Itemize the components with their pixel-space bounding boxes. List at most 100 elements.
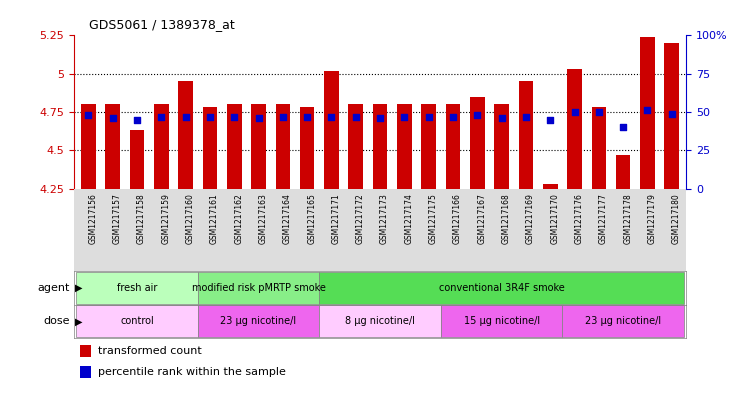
Text: GSM1217166: GSM1217166: [453, 193, 462, 244]
Point: [666, 110, 677, 117]
Text: GSM1217168: GSM1217168: [502, 193, 511, 244]
Text: GSM1217178: GSM1217178: [623, 193, 632, 244]
Text: GSM1217161: GSM1217161: [210, 193, 219, 244]
Text: 23 μg nicotine/l: 23 μg nicotine/l: [585, 316, 661, 326]
Point: [107, 115, 119, 121]
Bar: [441, 305, 562, 337]
Text: control: control: [120, 316, 154, 326]
Text: ▶: ▶: [75, 283, 83, 293]
Text: GSM1217175: GSM1217175: [429, 193, 438, 244]
Text: GSM1217180: GSM1217180: [672, 193, 680, 244]
Bar: [203, 107, 217, 189]
Bar: [664, 43, 679, 189]
Point: [301, 114, 313, 120]
Text: ▶: ▶: [75, 316, 83, 326]
Bar: [470, 97, 485, 189]
Bar: [76, 305, 198, 337]
Point: [277, 114, 289, 120]
Bar: [543, 184, 557, 189]
Text: 23 μg nicotine/l: 23 μg nicotine/l: [221, 316, 297, 326]
Text: GSM1217160: GSM1217160: [186, 193, 195, 244]
Text: GDS5061 / 1389378_at: GDS5061 / 1389378_at: [89, 18, 234, 31]
Text: GSM1217157: GSM1217157: [113, 193, 122, 244]
Bar: [568, 69, 582, 189]
Text: GSM1217171: GSM1217171: [331, 193, 340, 244]
Point: [472, 112, 483, 118]
Text: agent: agent: [38, 283, 70, 293]
Bar: [198, 272, 320, 304]
Text: GSM1217164: GSM1217164: [283, 193, 292, 244]
Point: [83, 112, 94, 118]
Text: GSM1217173: GSM1217173: [380, 193, 389, 244]
Text: 15 μg nicotine/l: 15 μg nicotine/l: [463, 316, 539, 326]
Bar: [80, 345, 91, 357]
Point: [423, 114, 435, 120]
Text: fresh air: fresh air: [117, 283, 157, 293]
Bar: [320, 272, 684, 304]
Point: [204, 114, 215, 120]
Point: [545, 116, 556, 123]
Point: [399, 114, 410, 120]
Bar: [198, 305, 320, 337]
Bar: [81, 104, 96, 189]
Text: dose: dose: [44, 316, 70, 326]
Point: [325, 114, 337, 120]
Text: conventional 3R4F smoke: conventional 3R4F smoke: [438, 283, 565, 293]
Text: GSM1217170: GSM1217170: [551, 193, 559, 244]
Point: [617, 124, 629, 130]
Bar: [275, 104, 290, 189]
Text: GSM1217176: GSM1217176: [574, 193, 584, 244]
Bar: [562, 305, 684, 337]
Text: GSM1217156: GSM1217156: [89, 193, 97, 244]
Bar: [615, 155, 630, 189]
Bar: [421, 104, 436, 189]
Bar: [320, 305, 441, 337]
Text: GSM1217172: GSM1217172: [356, 193, 365, 244]
Bar: [179, 81, 193, 189]
Bar: [251, 104, 266, 189]
Bar: [446, 104, 461, 189]
Text: GSM1217169: GSM1217169: [526, 193, 535, 244]
Point: [496, 115, 508, 121]
Point: [374, 115, 386, 121]
Bar: [300, 107, 314, 189]
Bar: [640, 37, 655, 189]
Text: GSM1217165: GSM1217165: [307, 193, 316, 244]
Text: GSM1217163: GSM1217163: [258, 193, 268, 244]
Point: [447, 114, 459, 120]
Bar: [397, 104, 412, 189]
Text: GSM1217158: GSM1217158: [137, 193, 146, 244]
Point: [350, 114, 362, 120]
Point: [180, 114, 192, 120]
Bar: [227, 104, 241, 189]
Text: GSM1217167: GSM1217167: [477, 193, 486, 244]
Bar: [130, 130, 145, 189]
Bar: [154, 104, 168, 189]
Point: [593, 109, 604, 115]
Bar: [348, 104, 363, 189]
Point: [568, 109, 580, 115]
Point: [131, 116, 143, 123]
Text: 8 μg nicotine/l: 8 μg nicotine/l: [345, 316, 415, 326]
Bar: [106, 104, 120, 189]
Point: [252, 115, 264, 121]
Bar: [592, 107, 606, 189]
Text: percentile rank within the sample: percentile rank within the sample: [98, 367, 286, 377]
Text: GSM1217162: GSM1217162: [234, 193, 244, 244]
Text: GSM1217174: GSM1217174: [404, 193, 413, 244]
Bar: [494, 104, 509, 189]
Text: GSM1217179: GSM1217179: [647, 193, 656, 244]
Text: transformed count: transformed count: [98, 346, 202, 356]
Bar: [324, 71, 339, 189]
Point: [156, 114, 168, 120]
Bar: [373, 104, 387, 189]
Text: modified risk pMRTP smoke: modified risk pMRTP smoke: [192, 283, 325, 293]
Bar: [80, 366, 91, 378]
Bar: [76, 272, 198, 304]
Point: [520, 114, 532, 120]
Bar: [519, 81, 533, 189]
Text: GSM1217159: GSM1217159: [162, 193, 170, 244]
Point: [228, 114, 240, 120]
Text: GSM1217177: GSM1217177: [599, 193, 608, 244]
Point: [641, 107, 653, 114]
